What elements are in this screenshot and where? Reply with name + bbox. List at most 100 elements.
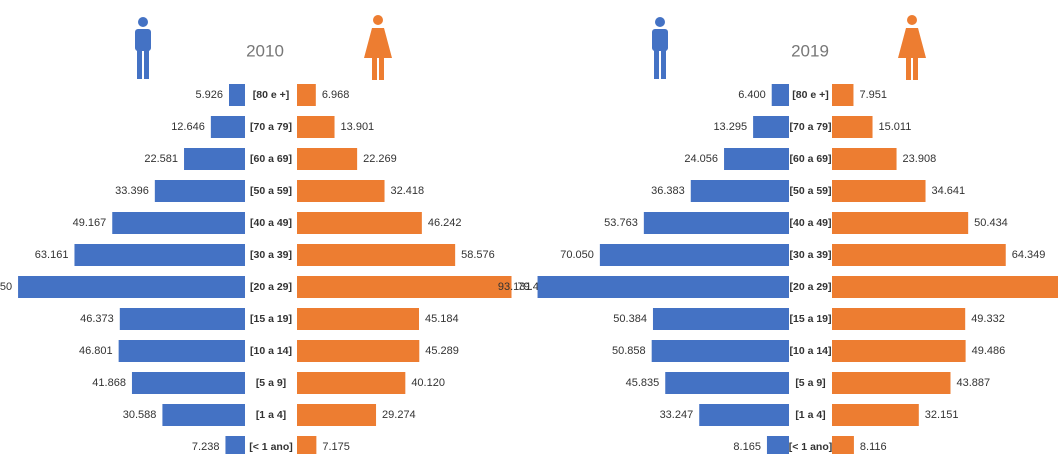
value-label: 7.238 [192,441,220,453]
value-label: 24.056 [684,153,718,165]
bar [162,404,245,426]
bar [118,340,245,362]
female-icon [898,15,926,80]
value-label: 34.641 [932,185,966,197]
category-label: [30 a 39] [250,249,292,261]
value-label: 58.576 [461,249,495,261]
value-label: 45.184 [425,313,459,325]
value-label: 53.763 [604,217,638,229]
category-label: [20 a 29] [250,281,292,293]
category-label: [5 a 9] [256,377,286,389]
bar [131,372,245,394]
bar [599,244,789,266]
bar [297,308,419,330]
value-label: 32.151 [925,409,959,421]
bar [297,244,456,266]
value-label: 7.951 [859,89,887,101]
bar [297,180,385,202]
bar [832,212,969,234]
value-label: 30.588 [123,409,157,421]
bar [832,276,1058,298]
category-label: [70 a 79] [789,121,831,133]
value-label: 36.383 [651,185,685,197]
bar [297,84,316,106]
bar [665,372,789,394]
bar [724,148,789,170]
bar [297,436,317,454]
bar [832,148,897,170]
bar [652,308,789,330]
value-label: 43.887 [956,377,990,389]
value-label: 40.120 [411,377,445,389]
bar [832,84,854,106]
value-label: 70.050 [560,249,594,261]
bar [699,404,789,426]
bar [771,84,789,106]
bar [297,116,335,138]
value-label: 15.011 [879,121,912,133]
value-label: 8.116 [860,441,887,453]
value-label: 50.858 [612,345,646,357]
category-label: [50 a 59] [789,185,831,197]
value-label: 8.165 [733,441,761,453]
category-label: [1 a 4] [256,409,286,421]
value-label: 50.434 [974,217,1008,229]
value-label: 93.131 [498,281,532,293]
category-label: [10 a 14] [250,345,292,357]
category-label: [80 e +] [253,89,289,101]
bar [154,180,245,202]
category-label: [5 a 9] [795,377,825,389]
value-label: 46.242 [428,217,462,229]
bar [297,404,377,426]
value-label: 6.400 [738,89,766,101]
value-label: 32.418 [391,185,425,197]
bar [74,244,245,266]
chart-title: 2010 [246,41,284,60]
category-label: [30 a 39] [789,249,831,261]
bar [297,212,422,234]
value-label: 22.269 [363,153,397,165]
value-label: 49.486 [972,345,1006,357]
value-label: 49.332 [971,313,1005,325]
value-label: 29.274 [382,409,416,421]
category-label: [80 e +] [792,89,828,101]
value-label: 12.646 [171,121,205,133]
chart-title: 2019 [791,41,829,60]
value-label: 6.968 [322,89,350,101]
category-label: [< 1 ano] [249,441,292,453]
bar [228,84,245,106]
category-label: [70 a 79] [250,121,292,133]
category-label: [< 1 ano] [789,441,832,453]
bar [690,180,789,202]
category-label: [20 a 29] [789,281,831,293]
value-label: 49.167 [73,217,107,229]
bar [832,244,1006,266]
bar [832,372,951,394]
value-label: 45.289 [425,345,459,357]
bar [297,340,420,362]
value-label: 46.801 [79,345,113,357]
value-label: 45.835 [626,377,660,389]
bar [643,212,789,234]
female-icon [364,15,392,80]
value-label: 33.247 [660,409,694,421]
value-label: 13.295 [713,121,747,133]
bar [184,148,245,170]
value-label: 63.161 [35,249,69,261]
bar [297,276,512,298]
value-label: 23.908 [903,153,937,165]
value-label: 84.050 [0,281,12,293]
bar [753,116,789,138]
bar [18,276,245,298]
bar [112,212,245,234]
bar [832,116,873,138]
category-label: [40 a 49] [250,217,292,229]
category-label: [1 a 4] [795,409,825,421]
value-label: 64.349 [1012,249,1046,261]
category-label: [10 a 14] [789,345,831,357]
bar [210,116,245,138]
value-label: 50.384 [613,313,647,325]
male-icon [652,17,668,79]
value-label: 13.901 [341,121,375,133]
value-label: 22.581 [144,153,178,165]
